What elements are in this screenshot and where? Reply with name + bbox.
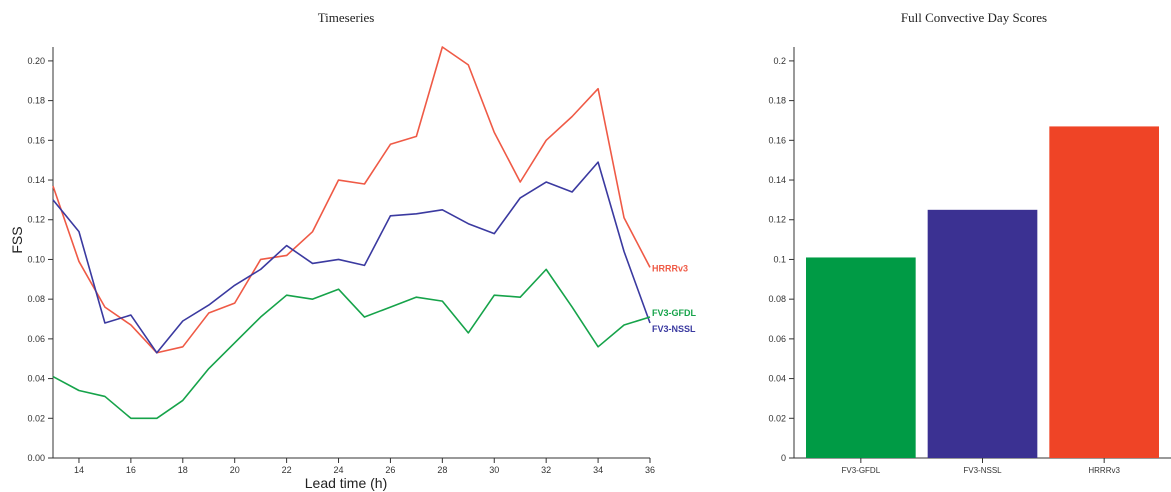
series-line-hrrrv3 [52, 46, 651, 354]
bar-hrrrv3 [1049, 126, 1159, 458]
timeseries-series [52, 46, 651, 420]
timeseries-y-axis-label: FSS [9, 226, 25, 253]
series-label-fv3-gfdl: FV3-GFDL [652, 308, 697, 318]
scores-chart: Full Convective Day Scores 0 0.02 0.04 0.06… [768, 10, 1171, 475]
y-tick-label: 0.2 [773, 56, 786, 66]
y-tick-label: 0.06 [27, 334, 45, 344]
y-tick-label: 0.02 [768, 413, 786, 423]
y-tick-label: 0.04 [768, 374, 786, 384]
x-tick-label: 36 [645, 465, 655, 475]
timeseries-x-axis-label: Lead time (h) [305, 475, 387, 491]
series-label-hrrrv3: HRRRv3 [652, 263, 688, 273]
timeseries-chart: Timeseries 0.000.020.040.060.080.100.120… [9, 10, 697, 491]
x-tick-label: HRRRv3 [1088, 466, 1120, 475]
y-tick-label: 0.18 [27, 96, 45, 106]
y-tick-label: 0.14 [768, 175, 786, 185]
scores-x-ticks: FV3-GFDL FV3-NSSL HRRRv3 [841, 458, 1120, 475]
timeseries-y-ticks: 0.00 0.02 0.04 0.06 0.08 0.10 0.12 0.14 0.16 0.18… [27, 56, 53, 463]
x-tick-label: 34 [593, 465, 603, 475]
bar-fv3-gfdl [806, 257, 916, 458]
x-tick-label: 28 [437, 465, 447, 475]
x-tick-label: 24 [334, 465, 344, 475]
timeseries-title: Timeseries [318, 10, 375, 25]
y-tick-label: 0.10 [27, 254, 45, 264]
scores-title: Full Convective Day Scores [901, 10, 1047, 25]
scores-bars [806, 126, 1159, 458]
y-tick-label: 0.12 [768, 215, 786, 225]
y-tick-label: 0.16 [768, 135, 786, 145]
y-tick-label: 0.18 [768, 96, 786, 106]
y-tick-label: 0 [781, 453, 786, 463]
y-tick-label: 0.14 [27, 175, 45, 185]
y-tick-label: 0.12 [27, 215, 45, 225]
y-tick-label: 0.08 [768, 294, 786, 304]
series-line-fv3-nssl [52, 161, 651, 354]
x-tick-label: 26 [385, 465, 395, 475]
y-tick-label: 0.00 [27, 453, 45, 463]
bar-fv3-nssl [927, 209, 1038, 458]
x-tick-label: FV3-NSSL [963, 466, 1002, 475]
series-line-fv3-gfdl [52, 268, 651, 420]
y-tick-label: 0.04 [27, 374, 45, 384]
series-label-fv3-nssl: FV3-NSSL [652, 324, 696, 334]
x-tick-label: 16 [126, 465, 136, 475]
y-tick-label: 0.08 [27, 294, 45, 304]
y-tick-label: 0.02 [27, 413, 45, 423]
scores-y-ticks: 0 0.02 0.04 0.06 0.08 0.1 0.12 0.14 0.16 0.18 0.2 [768, 56, 794, 463]
x-tick-label: 22 [282, 465, 292, 475]
y-tick-label: 0.06 [768, 334, 786, 344]
x-tick-label: 30 [489, 465, 499, 475]
x-tick-label: FV3-GFDL [841, 466, 880, 475]
x-tick-label: 18 [178, 465, 188, 475]
timeseries-axes [52, 47, 650, 459]
timeseries-x-ticks: 14 16 18 20 22 24 26 28 30 32 34 36 [74, 458, 655, 475]
x-tick-label: 32 [541, 465, 551, 475]
timeseries-series-labels: HRRRv3 FV3-NSSL FV3-GFDL [652, 263, 697, 334]
x-tick-label: 20 [230, 465, 240, 475]
y-tick-label: 0.1 [773, 254, 786, 264]
y-tick-label: 0.20 [27, 56, 45, 66]
y-tick-label: 0.16 [27, 135, 45, 145]
x-tick-label: 14 [74, 465, 84, 475]
